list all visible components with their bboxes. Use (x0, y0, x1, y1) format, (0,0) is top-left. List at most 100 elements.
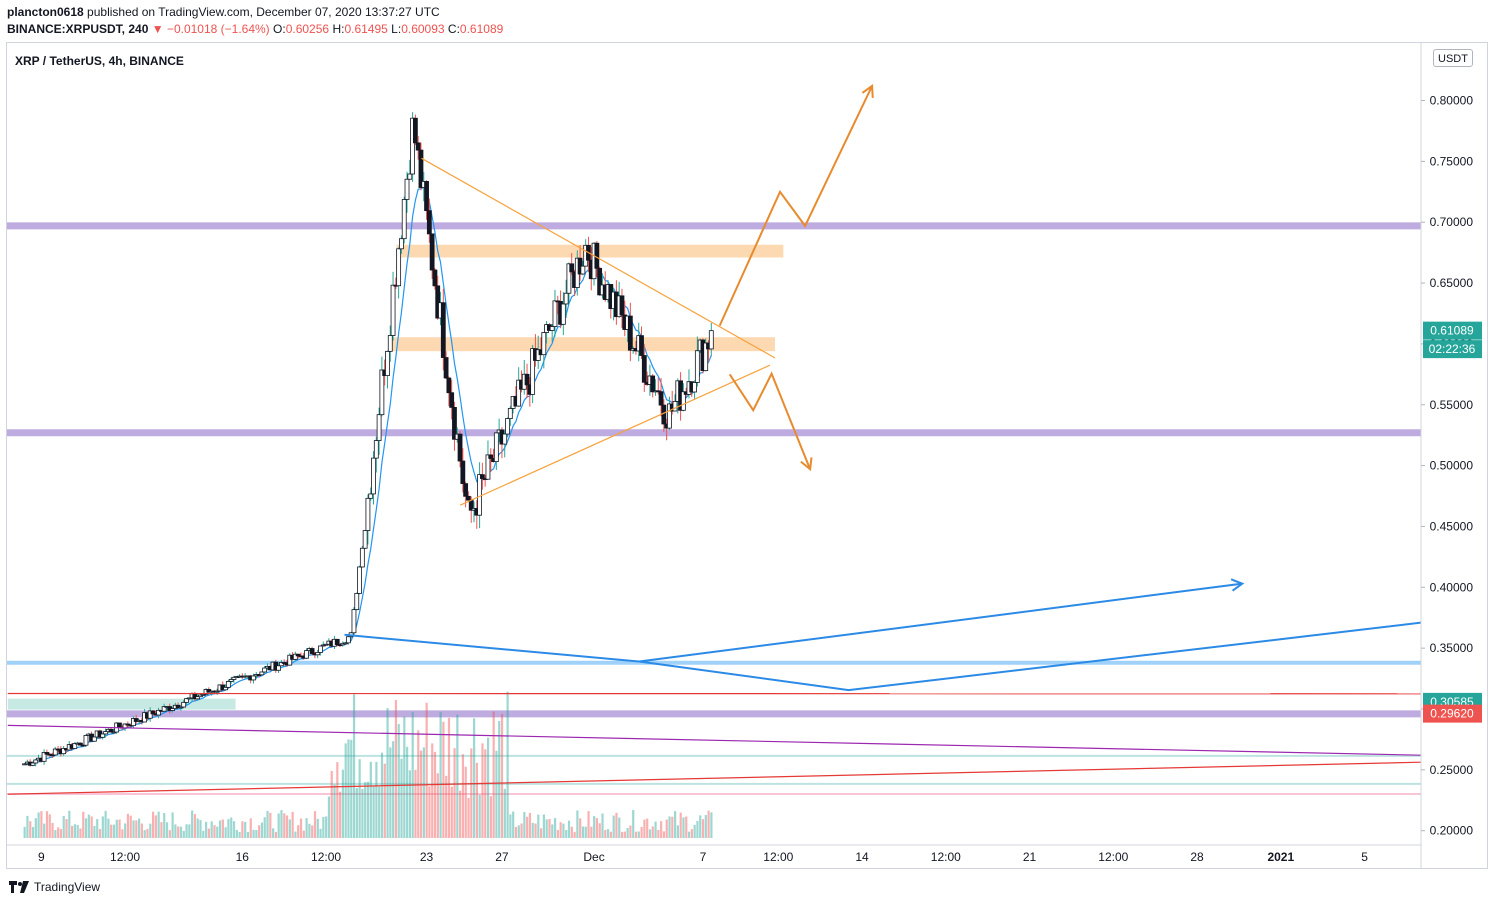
candle-body (399, 238, 404, 250)
volume-bar (456, 714, 459, 838)
chart-frame (6, 42, 1488, 869)
volume-bar (595, 818, 599, 838)
volume-bar (453, 748, 456, 838)
volume-bar (626, 827, 629, 838)
volume-bar (205, 821, 208, 838)
candle-body (563, 292, 569, 305)
volume-bar (31, 826, 35, 838)
volume-bar (593, 816, 596, 838)
candle-body (488, 454, 494, 459)
volume-bar (690, 829, 693, 838)
candle-body (117, 722, 122, 728)
volume-bar (260, 822, 264, 838)
trendline (459, 364, 771, 506)
candle-body (357, 566, 362, 594)
candle-body (343, 642, 348, 645)
volume-bar (299, 818, 303, 838)
tradingview-brand[interactable]: TradingView (8, 880, 100, 894)
volume-bar (693, 824, 696, 838)
volume-bar (311, 825, 314, 838)
x-tick-label: 9 (38, 850, 45, 864)
volume-bar (151, 811, 155, 838)
candle-body (108, 728, 114, 733)
volume-bar (68, 810, 71, 838)
volume-bar (51, 822, 54, 838)
currency-button[interactable]: USDT (1433, 49, 1473, 67)
volume-bar (464, 766, 467, 838)
high-value: 0.61495 (344, 22, 388, 36)
candle-body (627, 315, 633, 351)
candle-body (477, 474, 482, 516)
volume-bar (241, 821, 244, 838)
volume-bar (579, 818, 582, 838)
volume-bar (431, 743, 434, 838)
volume-bar (182, 830, 185, 838)
candle-body (541, 332, 547, 356)
x-tick-label: 16 (236, 850, 250, 864)
candle-body (368, 493, 374, 499)
volume-bar (291, 811, 294, 838)
volume-bar (341, 769, 344, 838)
candle-body (410, 117, 415, 175)
candle-body (371, 457, 376, 495)
volume-bar (576, 810, 579, 838)
candle-body (680, 391, 686, 411)
candle-body (276, 665, 281, 671)
volume-bar (285, 815, 289, 838)
volume-bar (450, 786, 453, 838)
y-tick-label: 0.20000 (1430, 824, 1474, 838)
candle-body (262, 667, 268, 673)
volume-bar (274, 831, 277, 838)
volume-bar (665, 819, 668, 838)
candle-body (178, 706, 184, 709)
candle-body (365, 497, 371, 531)
candle-body (507, 408, 513, 419)
volume-bar (110, 824, 113, 838)
candle-body (61, 748, 67, 755)
volume-bar (79, 828, 82, 838)
volume-bar (210, 821, 213, 838)
candle-body (418, 149, 424, 188)
x-tick-label: 14 (855, 850, 869, 864)
candle-body (524, 373, 530, 386)
candle-body (287, 654, 293, 666)
price-zone (389, 337, 775, 352)
trendline (718, 85, 874, 327)
volume-bar (160, 822, 163, 838)
volume-bar (313, 811, 317, 838)
volume-bar (171, 812, 174, 838)
volume-bar (400, 758, 403, 838)
volume-bar (587, 811, 590, 838)
volume-bar (48, 814, 51, 838)
volume-bar (512, 811, 515, 838)
volume-bar (662, 831, 666, 838)
y-tick-label: 0.50000 (1430, 459, 1474, 473)
volume-bar (29, 821, 32, 838)
volume-bar (668, 816, 671, 838)
volume-bar (168, 830, 171, 838)
volume-bar (609, 831, 612, 838)
trendline (344, 621, 1421, 692)
candle-body (351, 609, 357, 634)
volume-bar (570, 826, 573, 838)
candle-body (639, 335, 644, 356)
publish-info: plancton0618 published on TradingView.co… (7, 5, 440, 19)
candle-body (72, 743, 78, 749)
author-name[interactable]: plancton0618 (7, 5, 84, 19)
volume-bar (509, 814, 512, 838)
volume-bar (101, 816, 104, 838)
candle-body (569, 263, 575, 273)
ohlc-header: BINANCE:XRPUSDT, 240 ▼ −0.01018 (−1.64%)… (7, 22, 503, 36)
volume-bar (54, 830, 57, 838)
volume-bar (146, 828, 149, 838)
volume-bar (573, 831, 576, 838)
volume-bar (517, 825, 520, 838)
candle-body (404, 178, 410, 200)
open-value: 0.60256 (285, 22, 330, 36)
low-label: L: (391, 22, 402, 36)
candle-body (429, 233, 435, 271)
volume-bar (640, 827, 643, 838)
x-tick-label: 28 (1190, 850, 1204, 864)
volume-bar (26, 815, 29, 838)
